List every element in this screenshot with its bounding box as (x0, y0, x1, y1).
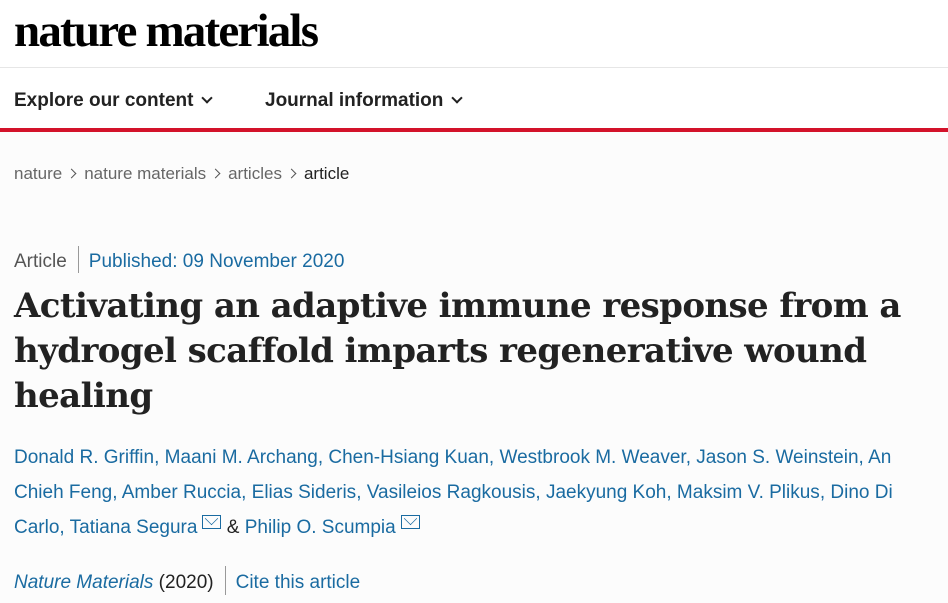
cite-this-article-link[interactable]: Cite this article (235, 572, 361, 593)
chevron-right-icon (210, 168, 221, 179)
site-logo[interactable]: nature materials (14, 5, 319, 57)
author-list: Donald R. Griffin, Maani M. Archang, Che… (14, 447, 893, 538)
article-type: Article (14, 251, 67, 272)
publication-year: (2020) (158, 572, 214, 593)
nav-journal-information[interactable]: Journal information (265, 89, 464, 113)
author-link[interactable]: Dino Di Carlo (14, 482, 893, 538)
mail-icon[interactable] (400, 514, 420, 529)
chevron-down-icon (451, 92, 464, 104)
author-link[interactable]: Philip O. Scumpia (244, 517, 396, 538)
breadcrumb-current: article (303, 164, 350, 183)
meta-divider (77, 246, 79, 274)
author-link[interactable]: Maksim V. Plikus (676, 482, 820, 503)
nav-explore-content[interactable]: Explore our content (14, 89, 214, 113)
journal-name[interactable]: Nature Materials (14, 572, 154, 593)
mail-icon[interactable] (202, 514, 222, 529)
article-meta: Article Published: 09 November 2020 (14, 246, 345, 276)
breadcrumb-articles[interactable]: articles (228, 164, 282, 183)
chevron-right-icon (66, 168, 77, 179)
article-title: Activating an adaptive immune response f… (14, 286, 901, 416)
author-link[interactable]: Tatiana Segura (69, 517, 198, 538)
author-link[interactable]: An Chieh Feng (14, 447, 892, 503)
author-ampersand: & (226, 517, 240, 538)
author-link[interactable]: Maani M. Archang (164, 447, 318, 468)
author-link[interactable]: Jason S. Weinstein (696, 447, 859, 468)
main-nav: Explore our content Journal information (0, 68, 948, 132)
nav-explore-label: Explore our content (14, 90, 194, 111)
chevron-down-icon (201, 92, 214, 104)
author-link[interactable]: Elias Sideris (251, 482, 357, 503)
chevron-right-icon (286, 168, 297, 179)
author-link[interactable]: Vasileios Ragkousis (366, 482, 536, 503)
author-link[interactable]: Chen-Hsiang Kuan (328, 447, 489, 468)
author-link[interactable]: Donald R. Griffin (14, 447, 155, 468)
breadcrumb: nature nature materials articles article (14, 162, 349, 186)
site-header: nature materials (0, 0, 948, 68)
author-link[interactable]: Jaekyung Koh (545, 482, 667, 503)
breadcrumb-nature[interactable]: nature (14, 164, 63, 183)
citation-divider (224, 566, 226, 596)
citation-line: Nature Materials (2020) Cite this article (14, 566, 361, 598)
published-date: Published: 09 November 2020 (88, 251, 345, 272)
author-link[interactable]: Amber Ruccia (121, 482, 242, 503)
breadcrumb-nature-materials[interactable]: nature materials (84, 164, 207, 183)
nav-journal-label: Journal information (265, 90, 444, 111)
author-link[interactable]: Westbrook M. Weaver (499, 447, 686, 468)
